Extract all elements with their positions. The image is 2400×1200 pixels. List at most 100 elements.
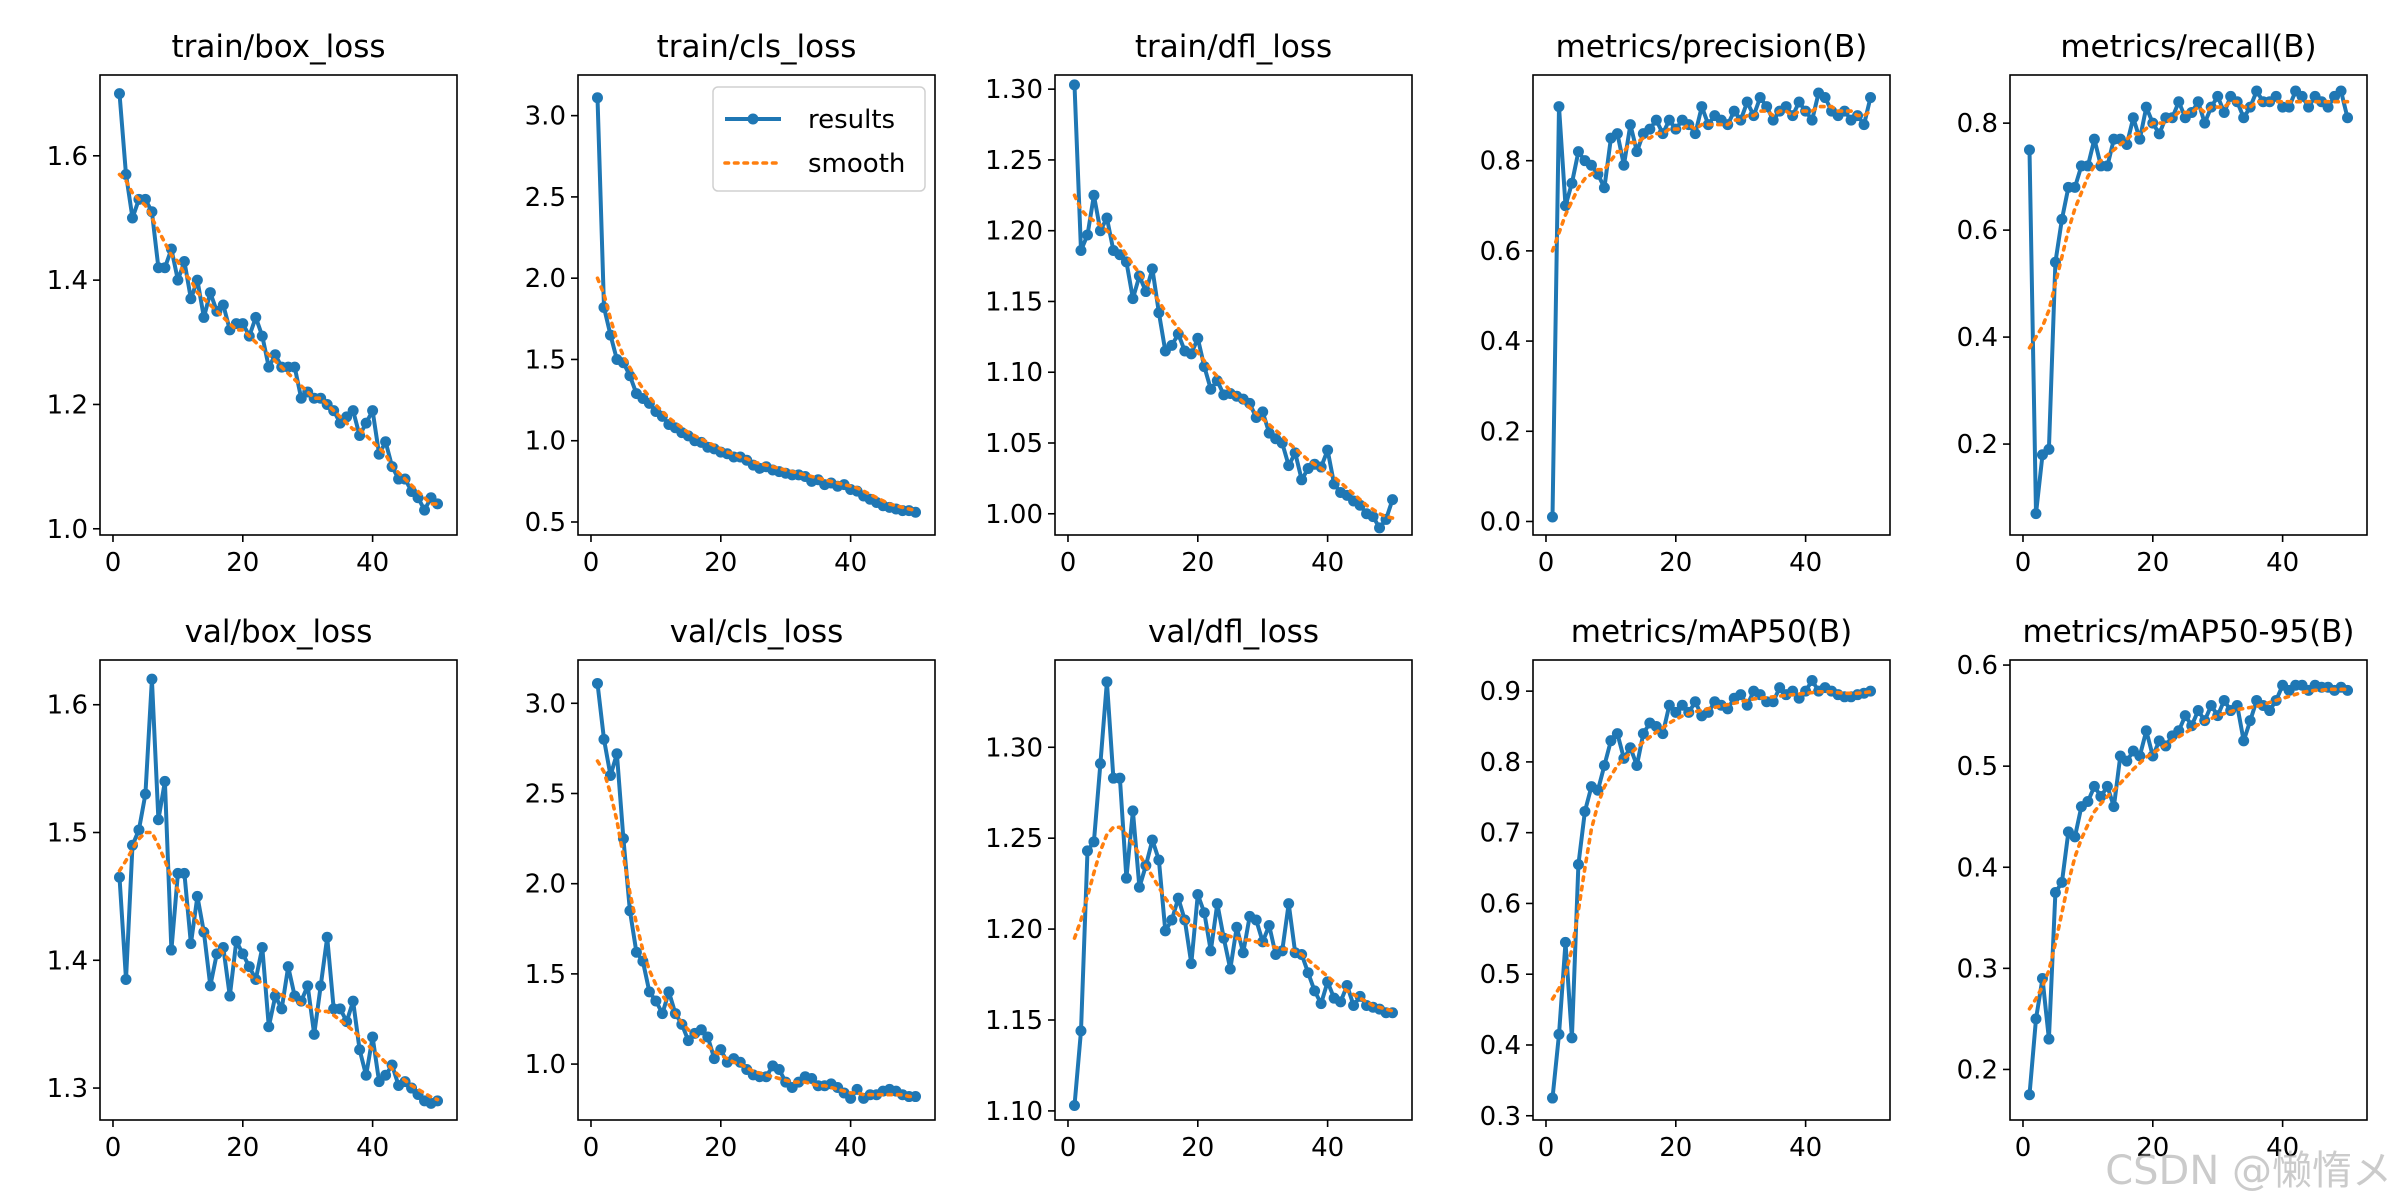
smooth-series-line [117,172,440,506]
results-point [1566,1032,1578,1044]
watermark: CSDN @懒惰メ [2105,1148,2392,1194]
results-point [1192,332,1204,344]
y-tick-label: 1.0 [525,1050,566,1080]
results-point [1663,114,1675,126]
results-point [2095,790,2107,802]
y-tick-label: 0.8 [1957,109,1998,139]
subplot-title: metrics/mAP50-95(B) [2022,614,2354,650]
results-point [1585,159,1597,171]
results-point [237,948,249,960]
y-tick-label: 1.3 [47,1074,88,1104]
results-point [419,504,431,516]
plot-frame [2009,659,2368,1121]
smooth-series-line [2027,99,2350,350]
results-series-line [1072,679,1393,1106]
results-point [1283,898,1295,910]
results-point [1605,735,1617,747]
results-point [2140,725,2152,737]
results-point [702,1031,714,1043]
x-tick-label: 0 [1538,1133,1555,1163]
results-point [1205,383,1217,395]
y-tick-label: 0.5 [525,508,566,538]
results-point [1735,689,1747,701]
results-point [1637,728,1649,740]
results-point [663,986,675,998]
y-tick-label: 1.6 [47,142,88,172]
plot-frame [1532,74,1891,536]
x-tick-label: 0 [1538,548,1555,578]
results-point [2069,831,2081,843]
results-point [2056,213,2068,225]
results-point [1335,996,1347,1008]
results-point [591,92,603,104]
plot-frame [577,74,936,536]
x-tick-label: 40 [356,1133,389,1163]
results-point [1579,805,1591,817]
results-point [1566,177,1578,189]
results-point [2088,780,2100,792]
results-point [1806,114,1818,126]
results-point [2134,750,2146,762]
results-point [2199,117,2211,129]
results-point [2296,90,2308,102]
results-point [139,788,151,800]
results-point [256,942,268,953]
results-point [1185,348,1197,360]
results-point [2205,699,2217,711]
results-point [217,299,229,311]
results-point [1101,676,1113,688]
results-point [1598,182,1610,194]
subplot-train-cls-loss: train/cls_loss 0 20 40 0.5 1.0 1.5 2.0 2.5 3.0 res… [525,29,936,578]
results-point [230,935,242,947]
results-point [1231,921,1243,933]
results-point [682,1035,694,1047]
x-tick-label: 0 [105,1133,122,1163]
results-point [1309,985,1321,997]
results-point [1728,105,1740,117]
results-point [1644,123,1656,135]
x-tick-label: 40 [2266,548,2299,578]
results-point [1081,845,1093,857]
y-tick-label: 0.8 [1480,748,1521,778]
subplot-val-dfl-loss: val/dfl_loss 0 20 40 1.10 1.15 1.20 1.25 1.30 [985,614,1413,1163]
results-point [1166,339,1178,351]
y-tick-label: 1.4 [47,946,88,976]
results-point [1120,872,1132,884]
results-point [1793,96,1805,108]
results-point [360,417,372,429]
results-point [598,733,610,745]
results-series-line [1550,678,1872,1099]
results-point [2218,106,2230,118]
y-tick-label: 0.3 [1957,954,1998,984]
y-tick-label: 1.25 [985,824,1043,854]
results-point [2179,710,2191,722]
results-series-line [1550,91,1873,518]
results-point [367,1031,379,1043]
results-point [1774,682,1786,694]
y-tick-label: 1.20 [985,217,1043,247]
y-tick-label: 1.25 [985,146,1043,176]
results-point [1650,114,1662,126]
results-point [2023,1089,2035,1101]
x-tick-label: 0 [1060,548,1077,578]
results-point [695,1024,707,1036]
results-point [1559,200,1571,212]
results-point [2049,887,2061,899]
subplot-metrics-recall-b: metrics/recall(B) 0 20 40 0.2 0.4 0.6 0.8 [1957,29,2368,578]
results-point [1839,105,1851,117]
results-point [2192,705,2204,717]
results-point [630,946,642,958]
results-point [113,88,125,100]
x-tick-label: 20 [704,1133,737,1163]
plot-frame [1054,659,1413,1121]
results-point [282,961,294,973]
results-point [2030,508,2042,520]
results-point [1663,699,1675,711]
results-point [347,995,359,1007]
y-tick-label: 0.9 [1480,677,1521,707]
results-point [2140,101,2152,113]
subplot-title: train/box_loss [171,29,385,65]
results-point [360,1069,372,1081]
x-tick-label: 20 [1181,1133,1214,1163]
